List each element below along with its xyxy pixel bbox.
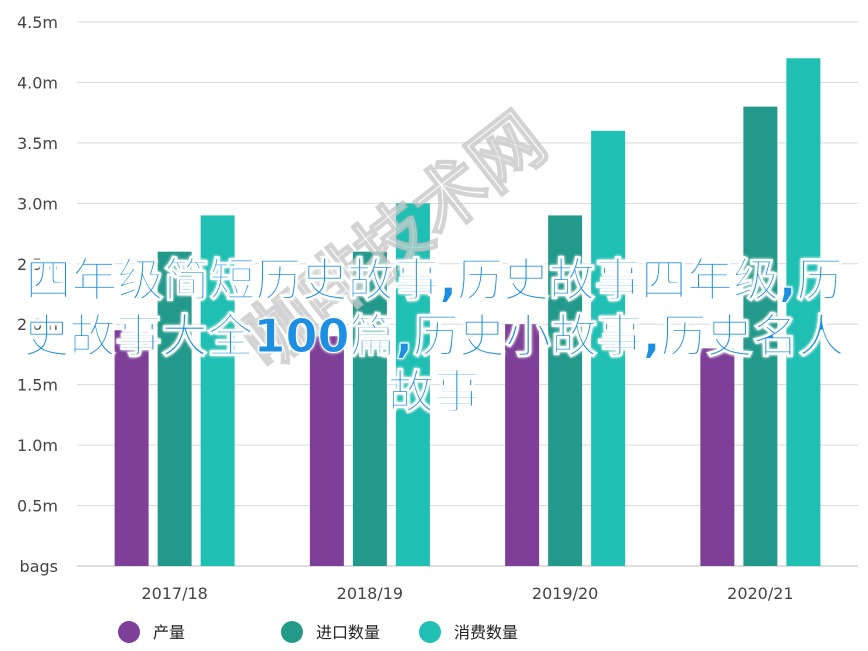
legend-marker [281,621,303,643]
y-tick-label: 3.0m [17,194,58,213]
y-tick-label: 4.5m [17,13,58,32]
legend-label: 进口数量 [316,623,380,642]
x-axis-category-labels: 2017/18 2018/19 2019/20 2020/21 [141,584,793,603]
y-tick-label: 0.5m [17,497,58,516]
legend: 产量 进口数量 消费数量 [118,621,518,643]
y-tick-label: bags [20,557,58,576]
bar [591,130,626,567]
x-category-label: 2018/19 [337,584,403,603]
bars [114,58,821,567]
bar [548,215,583,566]
legend-label: 产量 [153,623,185,642]
x-category-label: 2020/21 [727,584,793,603]
bar [200,215,235,566]
legend-marker [419,621,441,643]
bar [114,330,149,566]
legend-label: 消费数量 [454,623,518,642]
x-category-label: 2017/18 [141,584,207,603]
y-tick-label: 1.0m [17,436,58,455]
x-category-label: 2019/20 [532,584,598,603]
y-axis-tick-labels: bags 0.5m 1.0m 1.5m 2.0m 2.5m 3.0m 3.5m 4.0m 4.5m [17,13,58,576]
bar [786,58,821,567]
bar [157,251,192,566]
bar [395,203,430,567]
bar [700,348,735,566]
overlay-title: 四年级简短历史故事,历史故事四年级,历史故事大全100篇,历史小故事,历史名人故… [23,253,845,420]
y-tick-label: 2.0m [17,315,58,334]
bar [352,251,387,566]
bar [505,324,540,566]
y-tick-label: 3.5m [17,134,58,153]
y-tick-label: 4.0m [17,73,58,92]
legend-marker [118,621,140,643]
y-tick-label: 1.5m [17,376,58,395]
bar [309,336,344,566]
bar [743,106,778,566]
y-tick-label: 2.5m [17,255,58,274]
